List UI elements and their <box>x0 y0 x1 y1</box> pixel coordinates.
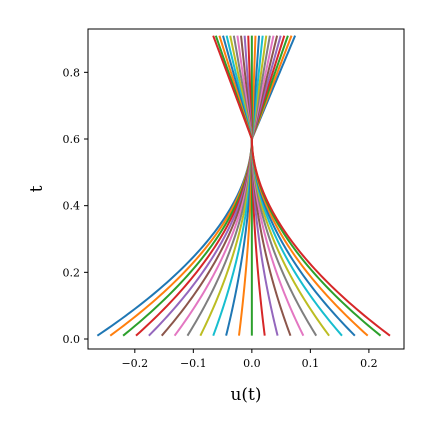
y-tick-label: 0.4 <box>63 200 81 213</box>
x-tick-label: 0.1 <box>302 357 320 370</box>
x-tick-label: 0.2 <box>360 357 378 370</box>
series-lines <box>96 35 391 337</box>
y-tick-label: 0.0 <box>63 333 81 346</box>
y-axis-label: t <box>27 185 47 192</box>
x-tick-label: −0.1 <box>180 357 207 370</box>
x-axis-label: u(t) <box>230 385 261 405</box>
plot-frame <box>87 28 405 350</box>
series-line <box>212 35 391 337</box>
y-tick-label: 0.2 <box>63 266 81 279</box>
y-tick-label: 0.6 <box>63 133 81 146</box>
x-tick-label: −0.2 <box>121 357 148 370</box>
x-axis-ticks: −0.2 −0.1 0.0 0.1 0.2 <box>121 349 378 370</box>
x-tick-label: 0.0 <box>243 357 261 370</box>
y-axis-ticks: 0.0 0.2 0.4 0.6 0.8 <box>63 66 88 346</box>
y-tick-label: 0.8 <box>63 66 81 79</box>
